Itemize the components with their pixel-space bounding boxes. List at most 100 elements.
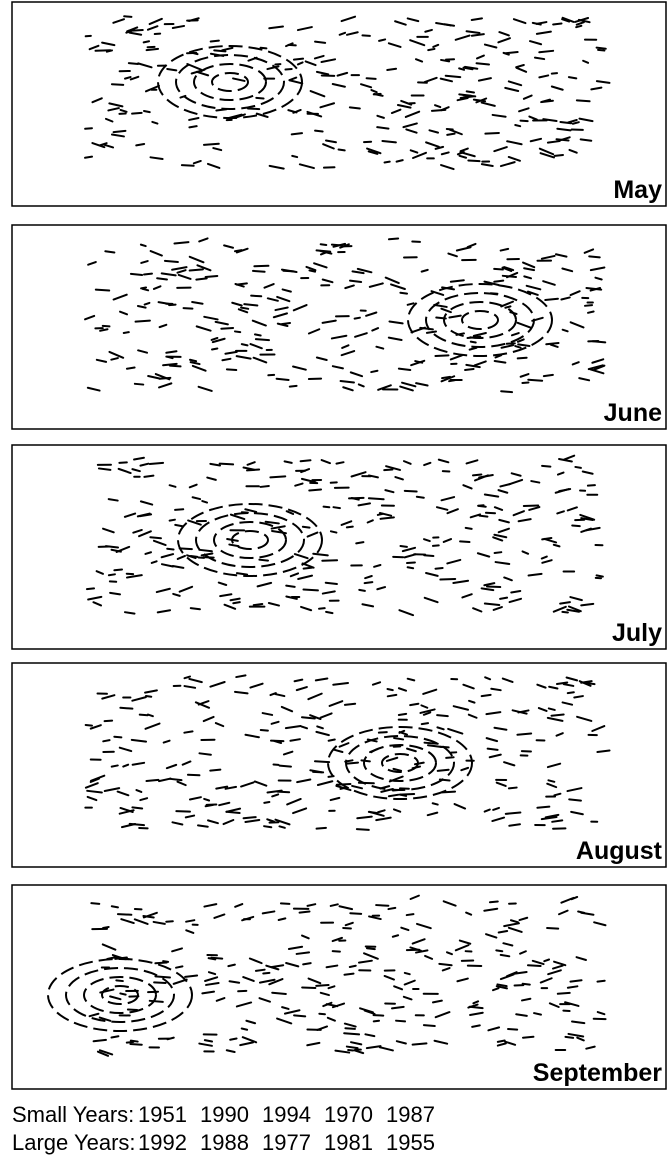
wind-vector <box>131 274 142 275</box>
year: 1994 <box>262 1102 311 1127</box>
wind-vector <box>176 966 182 967</box>
wind-vector <box>471 342 476 343</box>
wind-vector <box>129 63 138 64</box>
wind-vector <box>509 788 517 789</box>
wind-vector <box>438 770 449 771</box>
wind-vector <box>568 986 578 987</box>
figure-canvas: MayJuneJulyAugustSeptemberSmall Years:19… <box>0 0 668 1170</box>
wind-vector <box>264 826 271 827</box>
wind-vector <box>399 714 406 715</box>
wind-vector <box>432 110 445 111</box>
wind-vector <box>598 50 604 51</box>
year: 1977 <box>262 1130 311 1155</box>
wind-vector <box>270 476 285 477</box>
wind-vector <box>576 26 581 27</box>
wind-vector <box>128 30 142 31</box>
wind-vector <box>405 973 410 974</box>
wind-vector <box>256 98 263 99</box>
wind-vector <box>446 757 453 758</box>
wind-vector <box>150 463 163 464</box>
wind-vector <box>496 950 502 951</box>
wind-vector <box>569 77 576 78</box>
wind-vector <box>198 825 208 826</box>
wind-vector <box>230 1038 236 1039</box>
wind-vector <box>290 386 297 387</box>
year: 1951 <box>138 1102 187 1127</box>
wind-vector <box>167 69 176 70</box>
wind-vector <box>309 490 321 491</box>
wind-vector <box>155 976 170 977</box>
wind-vector <box>371 371 377 372</box>
wind-vector <box>577 100 590 101</box>
wind-vector <box>490 902 498 903</box>
wind-vector <box>317 828 326 829</box>
wind-vector <box>459 68 464 69</box>
wind-vector <box>427 332 436 333</box>
wind-vector <box>189 126 196 127</box>
wind-vector <box>220 464 233 465</box>
wind-vector <box>569 799 581 800</box>
figure: MayJuneJulyAugustSeptemberSmall Years:19… <box>0 0 668 1170</box>
wind-vector <box>322 560 337 561</box>
wind-vector <box>300 912 310 913</box>
wind-vector <box>407 914 414 915</box>
wind-vector <box>141 245 146 246</box>
wind-vector <box>255 334 261 335</box>
wind-vector <box>408 567 414 568</box>
wind-vector <box>334 507 340 508</box>
wind-vector <box>206 805 214 806</box>
wind-vector <box>166 921 173 922</box>
wind-vector <box>433 803 438 804</box>
wind-vector <box>350 913 361 914</box>
wind-vector <box>131 1041 138 1042</box>
wind-vector <box>233 602 240 603</box>
wind-vector <box>248 108 259 109</box>
wind-vector <box>506 52 518 53</box>
wind-vector <box>146 780 158 781</box>
wind-vector <box>244 304 257 305</box>
wind-vector <box>132 113 142 114</box>
wind-vector <box>539 51 553 52</box>
wind-vector <box>260 486 268 487</box>
wind-vector <box>435 568 442 569</box>
wind-vector <box>112 84 123 85</box>
wind-vector <box>242 344 248 345</box>
wind-vector <box>247 470 259 471</box>
wind-vector <box>515 125 520 126</box>
wind-vector <box>400 293 407 294</box>
wind-vector <box>91 903 99 904</box>
month-label: September <box>533 1059 662 1087</box>
wind-vector <box>285 69 291 70</box>
wind-vector <box>170 366 181 367</box>
wind-vector <box>85 128 92 129</box>
wind-vector <box>578 912 584 913</box>
wind-vector <box>294 1015 305 1016</box>
wind-vector <box>465 369 474 370</box>
wind-vector <box>542 538 551 539</box>
wind-vector <box>315 761 329 762</box>
wind-vector <box>440 579 455 580</box>
wind-vector <box>565 1037 573 1038</box>
wind-vector <box>103 740 109 741</box>
wind-vector <box>109 574 115 575</box>
wind-vector <box>449 380 455 381</box>
wind-vector <box>103 326 110 327</box>
wind-vector <box>491 689 500 690</box>
wind-vector <box>535 58 544 59</box>
wind-vector <box>196 278 206 279</box>
wind-vector <box>400 794 414 795</box>
wind-vector <box>485 133 499 134</box>
wind-vector <box>558 993 570 994</box>
month-label: August <box>576 837 663 865</box>
wind-vector <box>286 586 294 587</box>
wind-vector <box>319 1014 325 1015</box>
wind-vector <box>242 1028 247 1029</box>
wind-vector <box>144 41 149 42</box>
wind-vector <box>185 976 197 977</box>
wind-vector <box>96 290 109 291</box>
wind-vector <box>396 1021 405 1022</box>
wind-vector <box>303 527 310 528</box>
wind-vector <box>435 355 448 356</box>
wind-vector <box>347 763 358 764</box>
wind-vector <box>144 476 153 477</box>
